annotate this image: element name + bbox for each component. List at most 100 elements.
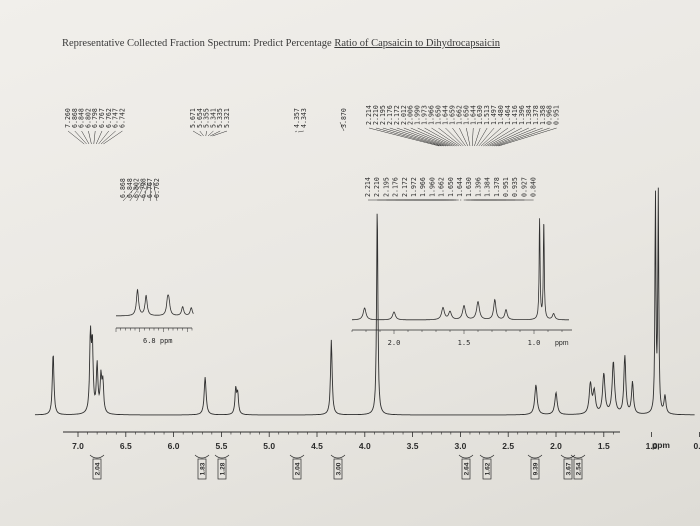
peak-leader bbox=[136, 181, 146, 202]
x-axis-ticks bbox=[77, 432, 700, 437]
title-prefix: Representative Collected Fraction Spectr… bbox=[62, 38, 335, 49]
peak-label: 5.335 bbox=[216, 108, 224, 128]
peak-leader bbox=[445, 127, 464, 147]
peak-label: 1.416 bbox=[511, 105, 519, 125]
peak-label: 1.966 bbox=[419, 177, 427, 197]
peak-label: 1.990 bbox=[414, 105, 422, 125]
peak-leader bbox=[95, 130, 103, 145]
peak-label: 5.654 bbox=[196, 108, 204, 128]
x-axis-tick-label: 7.0 bbox=[72, 441, 84, 451]
peak-leader bbox=[403, 127, 451, 147]
peak-leader bbox=[498, 127, 557, 147]
peak-leader bbox=[297, 130, 304, 133]
integral-bracket bbox=[479, 454, 495, 459]
x-axis-tick-label: 0.5 bbox=[693, 441, 700, 451]
peak-label: 1.650 bbox=[435, 105, 443, 125]
integral-bracket bbox=[570, 454, 586, 459]
peak-label: 7.260 bbox=[64, 108, 72, 128]
peak-leader bbox=[471, 127, 474, 147]
integral-value: 1.83 bbox=[199, 462, 206, 475]
peak-label: 5.671 bbox=[189, 108, 197, 128]
peak-leader bbox=[459, 127, 469, 147]
peak-leader bbox=[438, 127, 462, 147]
x-axis-tick-label: 5.0 bbox=[263, 441, 275, 451]
peak-label: 3.870 bbox=[340, 108, 348, 128]
integral-value: 2.04 bbox=[94, 462, 101, 475]
peak-label: 1.630 bbox=[476, 105, 484, 125]
peak-label: 2.172 bbox=[401, 177, 409, 197]
title-underlined: Ratio of Capsaicin to Dihydrocapsaicin bbox=[334, 38, 500, 49]
peak-leader bbox=[205, 130, 207, 137]
peak-label: 1.662 bbox=[438, 177, 446, 197]
peak-label: 0.927 bbox=[520, 177, 528, 197]
peak-label: 4.357 bbox=[293, 108, 301, 128]
x-axis-tick-label: 1.5 bbox=[598, 441, 610, 451]
peak-leader bbox=[396, 127, 449, 147]
integral-box bbox=[482, 458, 492, 480]
peak-leader bbox=[494, 127, 543, 147]
peak-label: 6.798 bbox=[139, 178, 147, 198]
peak-label: 1.384 bbox=[525, 105, 533, 125]
peak-leader bbox=[339, 121, 345, 132]
peak-leader bbox=[74, 130, 87, 145]
peak-leader bbox=[389, 127, 446, 147]
peak-leader bbox=[491, 127, 536, 147]
inset-aromatic-trace bbox=[116, 288, 194, 317]
peak-label: 2.214 bbox=[365, 105, 373, 125]
inset-aliphatic-trace bbox=[352, 218, 569, 321]
peak-label: 2.195 bbox=[379, 105, 387, 125]
peak-label: 0.951 bbox=[502, 177, 510, 197]
inset-aromatic: 6.8 ppm bbox=[115, 288, 194, 345]
peak-leader bbox=[466, 127, 471, 147]
peak-label: 6.767 bbox=[146, 178, 154, 198]
integral-value: 1.62 bbox=[484, 462, 491, 475]
integral-box bbox=[217, 458, 227, 480]
x-axis-tick-label: 3.5 bbox=[407, 441, 419, 451]
peak-label: 2.210 bbox=[373, 177, 381, 197]
x-axis-tick-label: 5.5 bbox=[215, 441, 227, 451]
inset-aliphatic-tick-label: 1.0 bbox=[528, 339, 541, 347]
integral-box bbox=[563, 458, 573, 480]
peak-label: 2.006 bbox=[407, 105, 415, 125]
peak-leader bbox=[98, 130, 109, 145]
peak-leader bbox=[152, 181, 158, 202]
peak-leader bbox=[88, 130, 92, 145]
integral-box bbox=[197, 458, 207, 480]
peak-label: 1.650 bbox=[462, 105, 470, 125]
peak-label: 2.214 bbox=[364, 177, 372, 197]
inset-aromatic-label: 6.8 ppm bbox=[143, 337, 173, 345]
peak-leader bbox=[478, 127, 495, 147]
peak-label: 6.747 bbox=[112, 108, 120, 128]
inset-aromatic-ticks bbox=[115, 328, 193, 332]
integral-value: 3.67 bbox=[565, 462, 572, 475]
peak-leader bbox=[431, 127, 460, 147]
integral-value: 2.54 bbox=[575, 462, 582, 475]
peak-label: 2.195 bbox=[382, 177, 390, 197]
peak-leader bbox=[294, 130, 298, 133]
peak-leader bbox=[143, 181, 149, 202]
peak-leader bbox=[368, 127, 440, 147]
peak-label: 1.396 bbox=[518, 105, 526, 125]
x-axis-unit: ppm bbox=[652, 440, 670, 450]
peak-leader bbox=[424, 127, 457, 147]
peak-label: 1.378 bbox=[532, 105, 540, 125]
peak-leader bbox=[489, 127, 529, 147]
spectrum-trace bbox=[34, 187, 695, 416]
peak-label: 0.951 bbox=[553, 105, 561, 125]
peak-leader bbox=[382, 127, 444, 147]
peak-label: 2.210 bbox=[372, 105, 380, 125]
peak-label: 1.960 bbox=[428, 177, 436, 197]
peak-leader bbox=[410, 127, 453, 147]
integral-bracket bbox=[194, 454, 210, 459]
peak-leader bbox=[122, 181, 141, 202]
x-axis-labels: 7.0 6.5 6.0 5.5 5.0 4.5 4.0 3.5 3.0 2.5 2.0 1.5 1.0 0… bbox=[72, 441, 700, 451]
peak-leader bbox=[375, 127, 442, 147]
peak-leader bbox=[483, 127, 509, 147]
peak-leader bbox=[67, 130, 85, 145]
peak-leader bbox=[417, 127, 455, 147]
peak-label: 1.650 bbox=[447, 177, 455, 197]
peak-label: 6.742 bbox=[118, 108, 126, 128]
peak-label: 1.659 bbox=[448, 105, 456, 125]
peak-label: 6.798 bbox=[91, 108, 99, 128]
